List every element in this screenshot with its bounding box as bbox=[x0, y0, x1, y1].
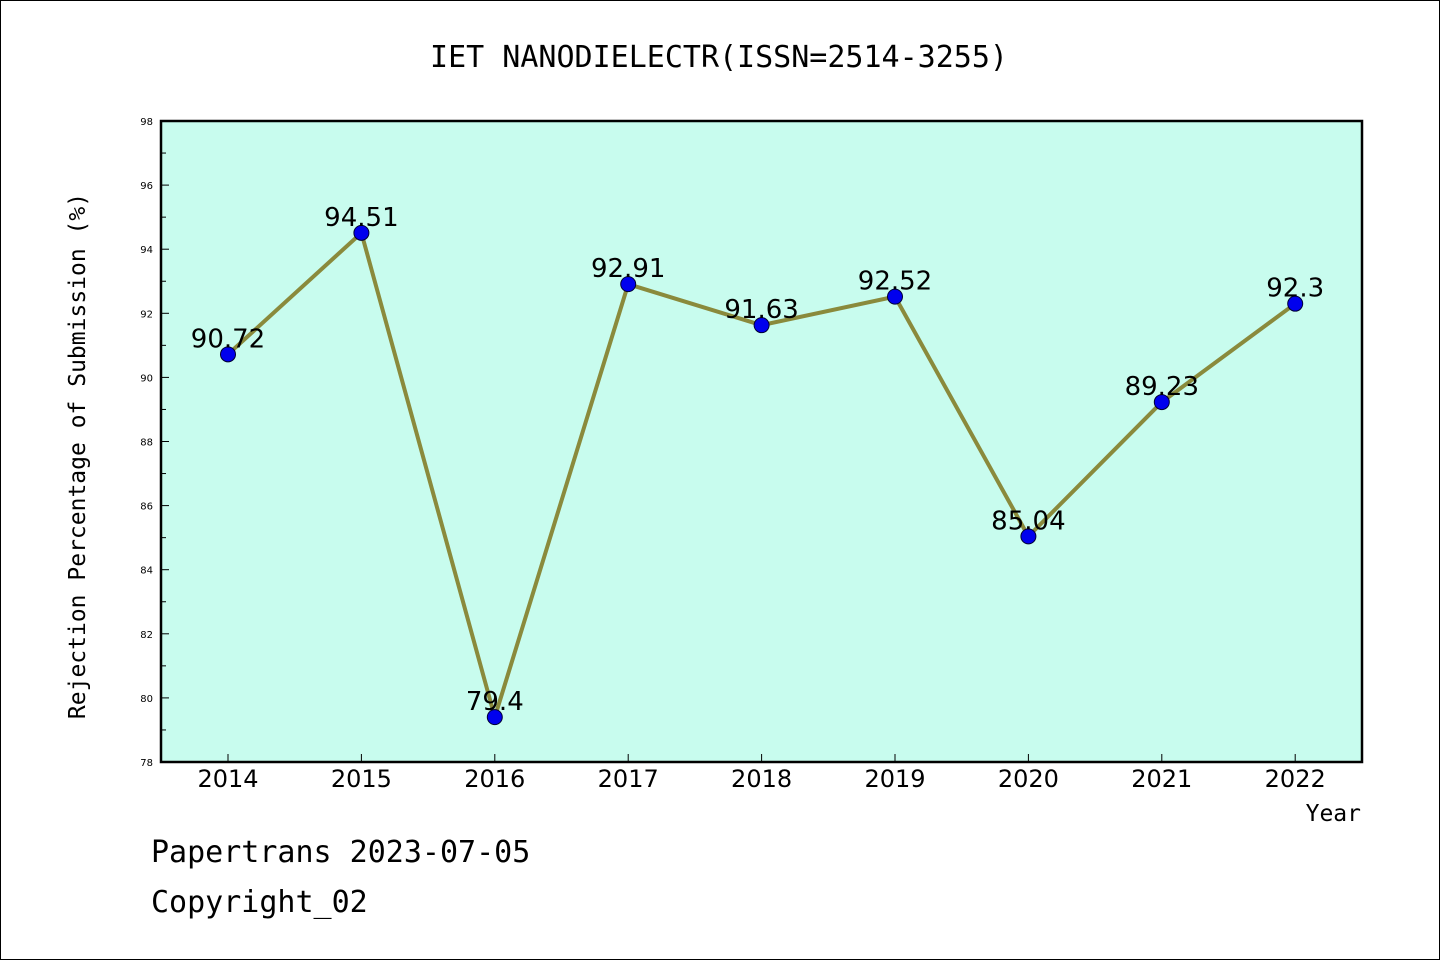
chart-title: IET NANODIELECTR(ISSN=2514-3255) bbox=[430, 40, 1008, 75]
data-label: 94.51 bbox=[324, 203, 398, 233]
x-tick-label: 2020 bbox=[998, 765, 1059, 793]
data-label: 92.91 bbox=[591, 254, 665, 284]
data-label: 92.52 bbox=[858, 267, 932, 297]
data-point bbox=[887, 288, 903, 305]
x-tick-label: 2014 bbox=[197, 765, 258, 793]
x-tick-label: 2016 bbox=[464, 765, 525, 793]
x-tick-label: 2019 bbox=[864, 765, 925, 793]
data-point bbox=[1153, 394, 1170, 411]
x-tick-label: 2018 bbox=[731, 765, 792, 793]
x-axis-label: Year bbox=[1306, 801, 1361, 827]
x-tick-label: 2015 bbox=[331, 765, 392, 793]
data-point bbox=[353, 224, 370, 241]
data-markers bbox=[220, 224, 1304, 726]
y-tick-label: 94 bbox=[140, 245, 153, 256]
y-tick-label: 80 bbox=[140, 694, 153, 705]
data-label: 85.04 bbox=[991, 506, 1065, 536]
y-tick-label: 86 bbox=[140, 502, 153, 513]
data-label: 89.23 bbox=[1125, 372, 1199, 402]
y-tick-label: 88 bbox=[140, 438, 153, 449]
y-tick-label: 78 bbox=[140, 758, 153, 769]
data-point bbox=[1287, 295, 1304, 312]
y-tick-label: 98 bbox=[140, 117, 153, 128]
x-tick-label: 2022 bbox=[1265, 765, 1326, 793]
y-tick-label: 96 bbox=[140, 181, 153, 192]
data-label: 92.3 bbox=[1266, 274, 1324, 304]
y-tick-label: 82 bbox=[140, 630, 153, 641]
y-axis: 78 80 82 84 86 88 90 92 94 96 98 bbox=[140, 117, 169, 769]
y-tick-label: 90 bbox=[140, 373, 153, 384]
footer-date: Papertrans 2023-07-05 bbox=[151, 835, 531, 870]
data-point bbox=[620, 276, 637, 293]
y-tick-label: 84 bbox=[140, 566, 153, 577]
data-point bbox=[1020, 528, 1037, 545]
data-point bbox=[753, 317, 770, 334]
x-tick-label: 2021 bbox=[1131, 765, 1192, 793]
data-label: 90.72 bbox=[191, 324, 265, 354]
y-tick-label: 92 bbox=[140, 309, 153, 320]
x-tick-label: 2017 bbox=[598, 765, 659, 793]
data-labels: 90.72 94.51 79.4 92.91 91.63 92.52 85.04 89.23 9… bbox=[191, 203, 1324, 717]
y-axis-label: Rejection Percentage of Submission (%) bbox=[65, 193, 91, 719]
data-point bbox=[220, 346, 236, 363]
data-point bbox=[486, 709, 503, 726]
x-axis: 2014 2015 2016 2017 2018 2019 2020 2021 2022 bbox=[197, 754, 1326, 793]
footer-copyright: Copyright_02 bbox=[151, 885, 368, 920]
data-label: 79.4 bbox=[466, 687, 524, 717]
data-label: 91.63 bbox=[724, 295, 798, 325]
